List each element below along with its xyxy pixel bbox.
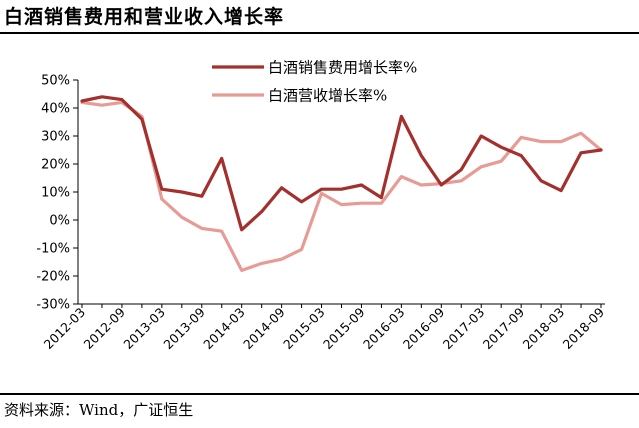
source-divider [0,393,639,395]
y-tick-label: -10% [36,242,70,257]
x-axis: 2012-032012-092013-032013-092014-032014-… [41,303,608,353]
x-tick-label: 2017-09 [480,304,528,352]
x-tick-label: 2018-03 [520,305,568,353]
x-tick-label: 2014-03 [200,305,248,353]
y-tick-label: 40% [41,102,70,117]
x-tick-label: 2016-09 [400,304,448,352]
x-tick-label: 2014-09 [240,304,288,352]
series-line-1 [80,95,603,232]
legend: 白酒销售费用增长率% 白酒营收增长率% [212,59,417,105]
chart-title: 白酒销售费用和营业收入增长率 [4,6,285,28]
series-line-2 [80,100,603,272]
series-layer [80,95,603,272]
y-tick-label: -20% [36,270,70,285]
y-tick-label: -30% [36,298,70,313]
y-tick-label: 30% [41,130,70,145]
y-axis: 50% 40% 30% 20% 10% 0% -10% -20% -30% [36,74,79,313]
x-tick-label: 2015-09 [320,304,368,352]
y-tick-label: 50% [41,74,70,89]
title-divider [0,32,639,34]
legend-label-1: 白酒销售费用增长率% [268,59,417,77]
x-tick-label: 2015-03 [280,305,328,353]
line-chart: 50% 40% 30% 20% 10% 0% -10% -20% -30% 2012-03201… [36,59,608,353]
y-tick-label: 20% [41,158,70,173]
y-tick-label: 0% [49,214,70,229]
x-tick-label: 2016-03 [360,305,408,353]
source-note: 资料来源：Wind，广证恒生 [4,401,194,419]
x-tick-label: 2013-03 [120,305,168,353]
x-tick-label: 2012-09 [81,304,129,352]
x-tick-label: 2017-03 [440,305,488,353]
x-tick-label: 2013-09 [160,304,208,352]
y-tick-label: 10% [41,186,70,201]
x-tick-label: 2018-09 [560,304,608,352]
legend-label-2: 白酒营收增长率% [268,87,387,105]
